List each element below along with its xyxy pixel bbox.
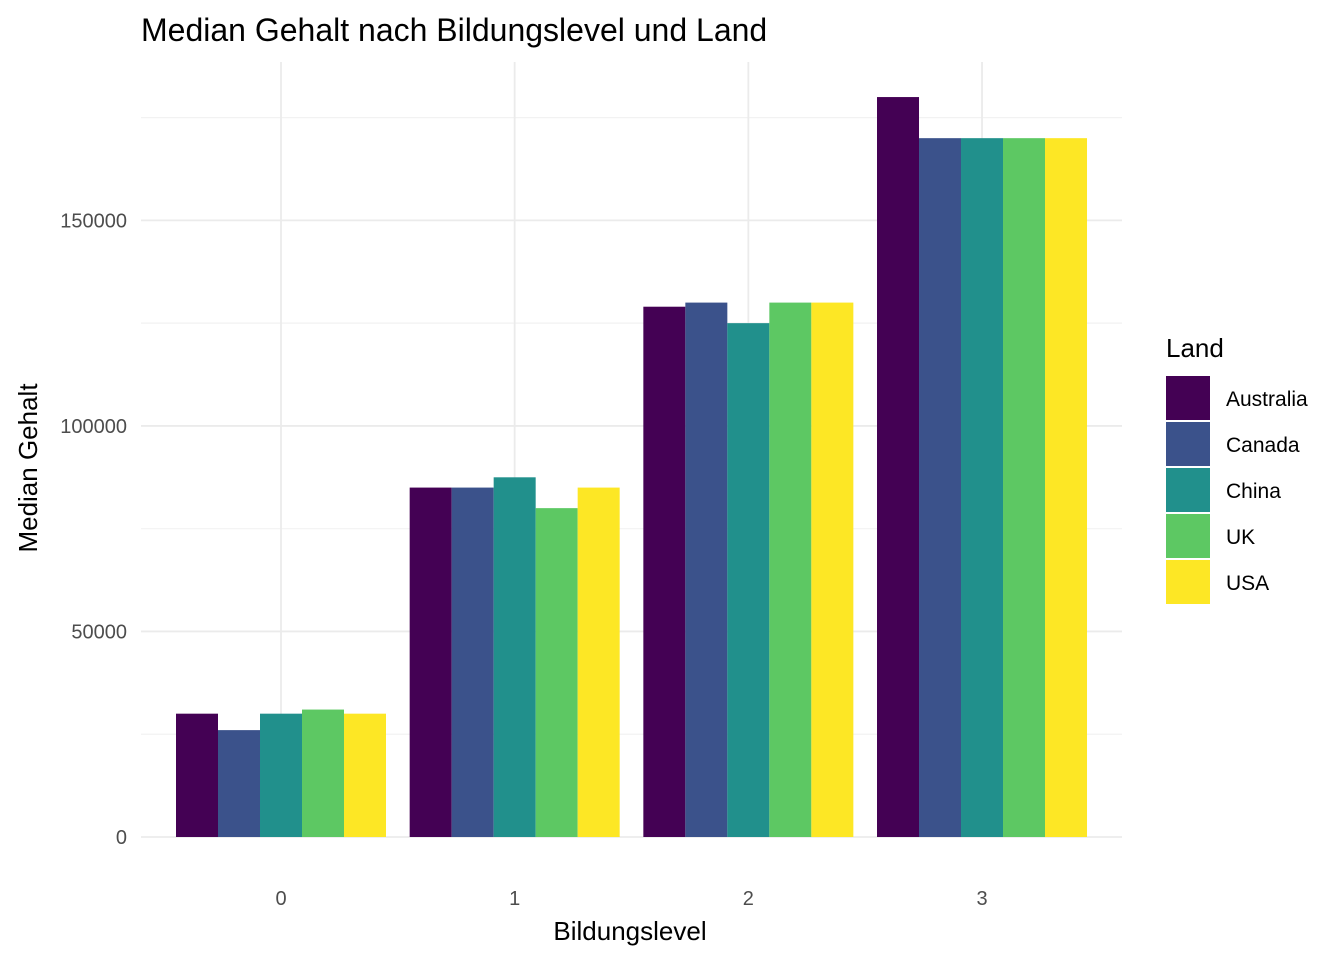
- bar-canada-1: [451, 487, 494, 837]
- x-tick-label: 3: [976, 888, 987, 910]
- y-tick-label: 50000: [71, 621, 127, 643]
- x-axis-ticks: 0 1 2 3: [275, 888, 987, 910]
- x-tick-label: 2: [743, 888, 754, 910]
- x-axis-title: Bildungslevel: [553, 916, 706, 946]
- bar-australia-0: [176, 713, 218, 837]
- legend-label-uk: UK: [1226, 526, 1255, 549]
- legend-key-china: [1166, 468, 1210, 512]
- legend-key-canada: [1166, 422, 1210, 466]
- bar-china-3: [961, 138, 1004, 837]
- y-axis-title: Median Gehalt: [13, 383, 43, 553]
- legend-key-uk: [1166, 514, 1210, 558]
- y-tick-label: 150000: [60, 210, 127, 232]
- legend-label-usa: USA: [1226, 572, 1269, 595]
- bar-canada-0: [218, 730, 260, 837]
- bar-usa-3: [1045, 138, 1088, 837]
- legend-label-australia: Australia: [1226, 388, 1308, 411]
- bar-australia-1: [409, 487, 452, 837]
- y-tick-label: 0: [116, 827, 127, 849]
- bar-usa-1: [577, 487, 620, 837]
- chart-title: Median Gehalt nach Bildungslevel und Lan…: [141, 12, 767, 48]
- y-axis-ticks: 0 50000 100000 150000: [60, 210, 127, 849]
- y-tick-label: 100000: [60, 416, 127, 438]
- legend-key-australia: [1166, 376, 1210, 420]
- bar-usa-0: [344, 713, 386, 837]
- legend-key-usa: [1166, 560, 1210, 604]
- x-tick-label: 0: [275, 888, 286, 910]
- x-tick-label: 1: [509, 888, 520, 910]
- bar-australia-3: [877, 97, 920, 837]
- bar-usa-2: [811, 302, 854, 837]
- bar-china-1: [493, 477, 536, 837]
- bar-uk-0: [302, 709, 344, 837]
- bar-uk-2: [769, 302, 812, 837]
- bar-china-2: [727, 323, 770, 837]
- legend: Land Australia Canada China UK USA: [1166, 333, 1308, 604]
- bar-uk-1: [535, 508, 578, 837]
- bar-china-0: [260, 713, 302, 837]
- bar-australia-2: [643, 306, 686, 837]
- legend-label-canada: Canada: [1226, 434, 1300, 457]
- bar-canada-2: [685, 302, 728, 837]
- legend-label-china: China: [1226, 480, 1281, 503]
- bars: [176, 97, 1088, 837]
- bar-canada-3: [919, 138, 962, 837]
- bar-uk-3: [1003, 138, 1046, 837]
- legend-title: Land: [1166, 333, 1224, 363]
